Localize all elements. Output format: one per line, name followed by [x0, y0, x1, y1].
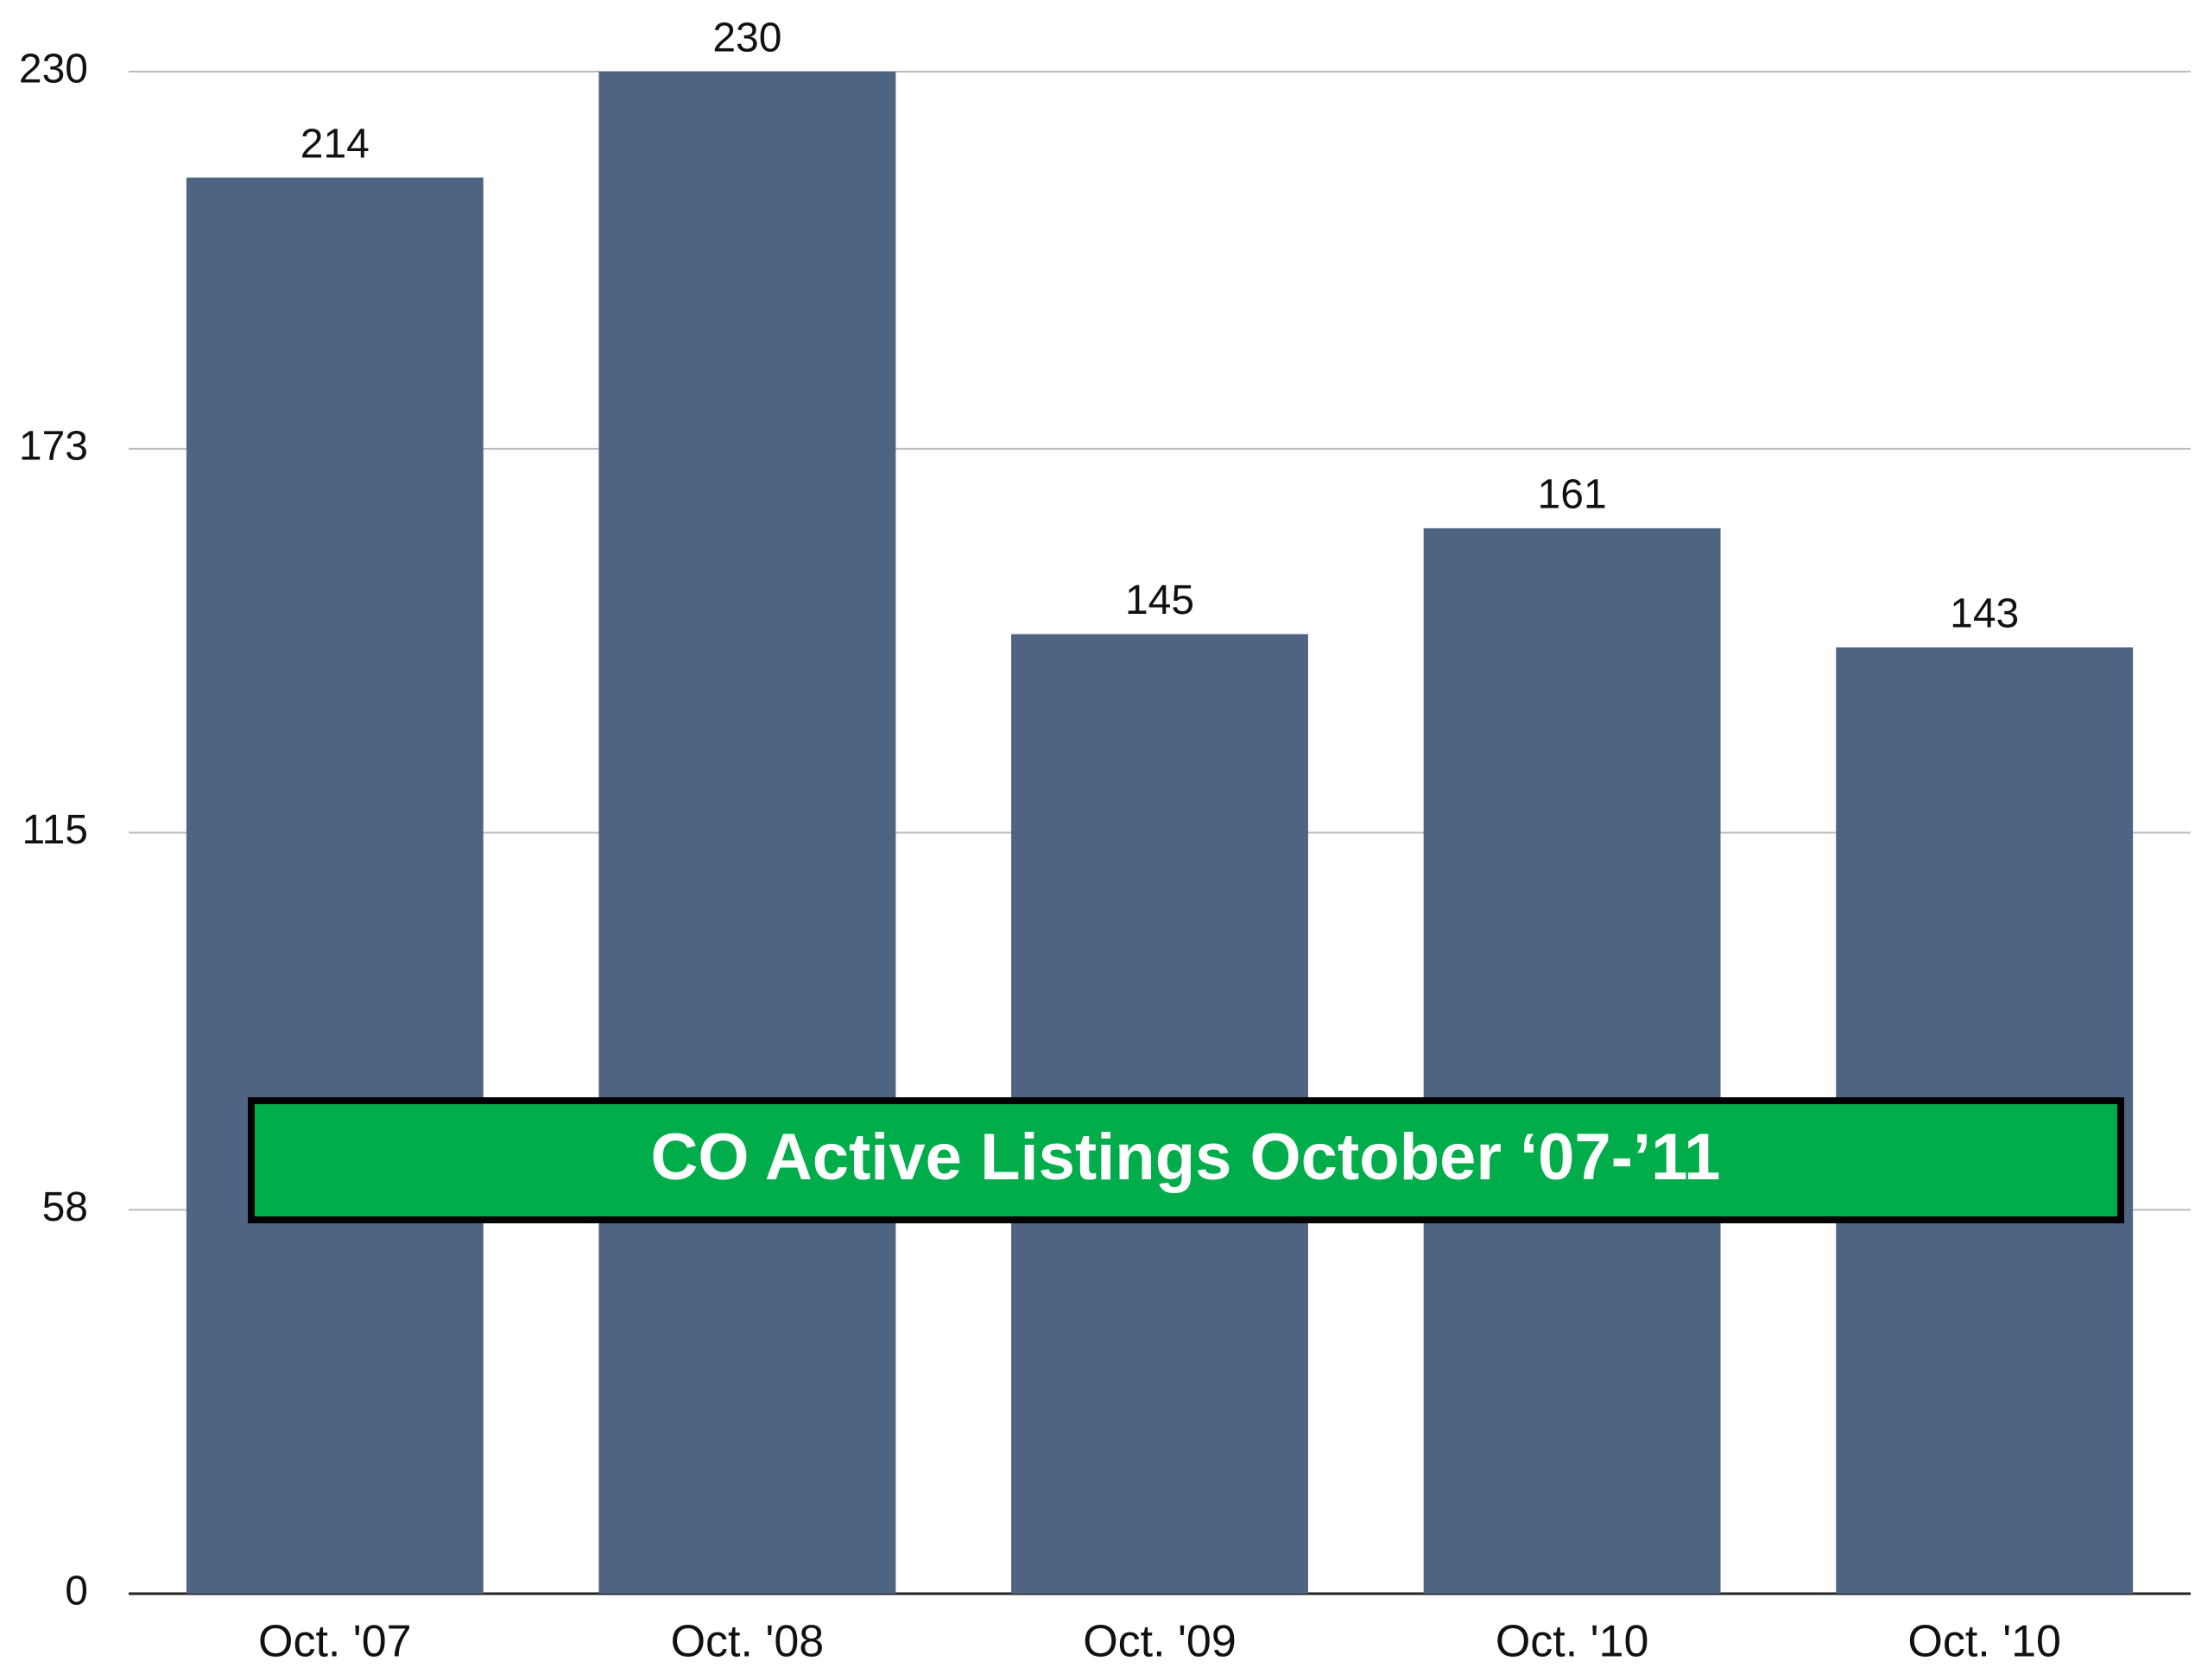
chart-title: CO Active Listings October ‘07-’11	[651, 1121, 1721, 1194]
x-tick-label: Oct. '09	[1083, 1617, 1237, 1667]
bar	[598, 72, 896, 1594]
y-tick-label: 115	[22, 807, 88, 853]
labels: 0 58 115 173 230 Oct. '07 214 Oct. '08 230 Oct. '…	[19, 16, 2124, 1667]
value-label: 214	[300, 121, 370, 167]
y-tick-label: 173	[19, 424, 88, 470]
x-tick-label: Oct. '10	[1907, 1617, 2061, 1667]
bars	[186, 72, 2134, 1595]
y-tick-label: 58	[42, 1184, 88, 1230]
y-tick-label: 230	[19, 47, 88, 92]
value-label: 145	[1125, 578, 1194, 623]
y-tick-label: 0	[65, 1569, 88, 1614]
x-tick-label: Oct. '08	[671, 1617, 825, 1667]
x-tick-label: Oct. '07	[258, 1617, 412, 1667]
value-label: 143	[1950, 591, 2019, 637]
x-tick-label: Oct. '10	[1496, 1617, 1649, 1667]
title-box	[248, 1097, 2124, 1223]
bar	[1423, 527, 1721, 1594]
value-label: 161	[1538, 472, 1607, 518]
value-label: 230	[712, 16, 781, 61]
bar	[186, 177, 484, 1595]
